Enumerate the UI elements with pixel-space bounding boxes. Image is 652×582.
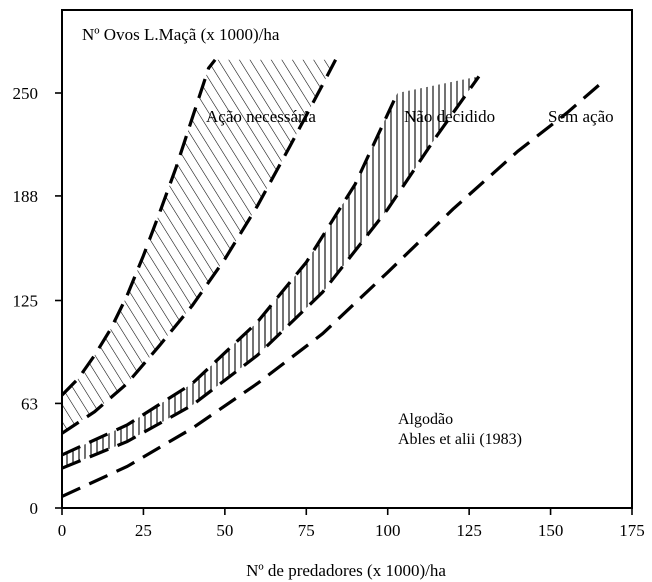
inner-axis-label: Nº Ovos L.Maçã (x 1000)/ha (82, 25, 280, 44)
x-tick-label-0: 0 (58, 521, 67, 540)
zone-label-nao-decidido: Não decidido (404, 107, 495, 126)
x-axis-label: Nº de predadores (x 1000)/ha (246, 561, 446, 580)
x-tick-label-150: 150 (538, 521, 564, 540)
x-tick-label-175: 175 (619, 521, 645, 540)
zones-layer (60, 58, 601, 498)
y-tick-label-250: 250 (13, 84, 39, 103)
zone-fill-acao-necessaria (62, 59, 336, 434)
zone-label-sem-acao: Sem ação (548, 107, 614, 126)
plot-frame (61, 9, 633, 509)
threshold-line-sem-acao (61, 83, 601, 498)
y-tick-label-188: 188 (13, 187, 39, 206)
x-tick-label-75: 75 (298, 521, 315, 540)
x-tick-label-50: 50 (216, 521, 233, 540)
x-tick-label-100: 100 (375, 521, 401, 540)
zone-fill-nao-decidido (62, 76, 479, 469)
zone-lower-boundary-acao-necessaria (61, 59, 338, 435)
x-tick-label-125: 125 (456, 521, 482, 540)
zone-upper-boundary-acao-necessaria (60, 58, 217, 397)
zone-label-acao-necessaria: Ação necessária (206, 107, 316, 126)
y-tick-label-63: 63 (21, 394, 38, 413)
annotation-source: Ables et alii (1983) (398, 431, 522, 448)
ticks-layer: 0 25 50 75 100 125 150 175 0 63 125 188 250 (13, 84, 645, 540)
y-tick-label-125: 125 (13, 292, 39, 311)
y-tick-label-0: 0 (30, 499, 39, 518)
annotation-crop: Algodão (398, 411, 453, 428)
zone-upper-boundary-nao-decidido (61, 92, 399, 457)
zone-lower-boundary-nao-decidido (61, 75, 481, 470)
x-tick-label-25: 25 (135, 521, 152, 540)
